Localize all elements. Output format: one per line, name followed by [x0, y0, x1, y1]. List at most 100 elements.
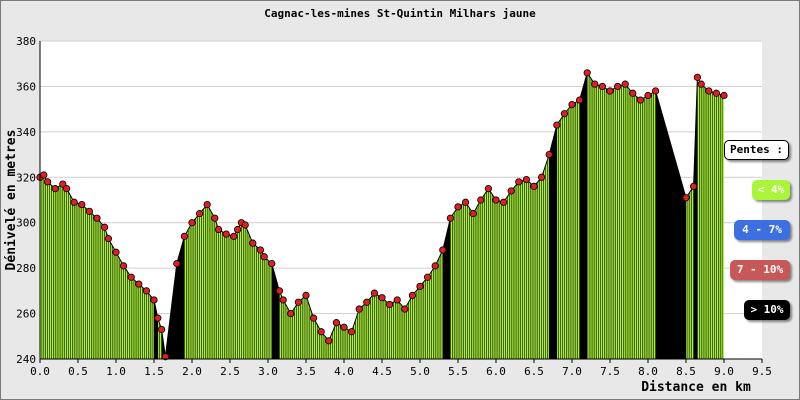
data-point — [583, 69, 591, 77]
legend-entry-7-10: 7 - 10% — [730, 260, 790, 280]
data-point — [51, 185, 59, 193]
data-point — [705, 87, 713, 95]
data-point — [222, 230, 230, 238]
data-point — [378, 294, 386, 302]
data-points — [36, 69, 728, 361]
data-point — [629, 89, 637, 97]
data-point — [196, 210, 204, 218]
data-point — [682, 194, 690, 202]
data-point — [93, 214, 101, 222]
data-point — [101, 223, 109, 231]
data-point — [363, 298, 371, 306]
data-point — [142, 287, 150, 295]
data-point — [294, 298, 302, 306]
elevation-area — [39, 71, 725, 360]
data-point — [211, 214, 219, 222]
data-point — [370, 289, 378, 297]
data-point — [161, 353, 169, 361]
data-point — [188, 219, 196, 227]
data-point — [135, 280, 143, 288]
data-point — [499, 198, 508, 206]
data-point — [70, 198, 78, 206]
data-point — [591, 80, 599, 88]
data-point — [515, 178, 523, 186]
data-point — [416, 282, 424, 290]
data-point — [158, 325, 166, 334]
x-tick-label: 7.0 — [562, 365, 582, 378]
legend-entry-4-7: 4 - 7% — [734, 220, 790, 240]
data-point — [62, 185, 71, 193]
data-point — [522, 175, 531, 184]
data-point — [260, 253, 268, 261]
x-tick-label: 1.0 — [106, 365, 126, 378]
data-point — [317, 328, 325, 336]
data-point — [325, 337, 333, 345]
x-tick-label: 4.0 — [334, 365, 354, 378]
x-tick-label: 4.5 — [372, 365, 392, 378]
data-point — [598, 82, 607, 91]
data-point — [553, 121, 561, 129]
x-tick-label: 6.5 — [524, 365, 544, 378]
data-point — [560, 110, 569, 118]
x-tick-label: 5.5 — [448, 365, 468, 378]
data-point — [575, 96, 584, 104]
data-point — [401, 305, 409, 313]
x-tick-label: 8.5 — [676, 365, 696, 378]
data-point — [347, 328, 356, 336]
x-tick-label: 5.0 — [410, 365, 430, 378]
data-point — [40, 171, 48, 179]
x-tick-label: 0.0 — [30, 365, 50, 378]
data-point — [112, 248, 120, 256]
data-point — [477, 196, 485, 204]
data-point — [59, 180, 67, 188]
data-point — [241, 221, 249, 229]
data-point — [85, 207, 94, 215]
data-point — [537, 173, 546, 181]
data-point — [154, 314, 162, 322]
data-point — [689, 182, 698, 190]
data-point — [439, 246, 447, 254]
data-point — [332, 319, 340, 327]
x-tick-label: 8.0 — [638, 365, 658, 378]
data-point — [606, 87, 614, 95]
x-tick-label: 2.5 — [220, 365, 240, 378]
data-point — [636, 96, 645, 104]
y-tick-label: 340 — [16, 126, 36, 139]
data-point — [78, 200, 86, 209]
data-point — [234, 225, 242, 234]
y-tick-label: 380 — [16, 35, 36, 48]
x-axis-label: Distance en km — [641, 380, 751, 395]
data-point — [275, 287, 283, 295]
data-point — [180, 232, 188, 240]
x-tick-label: 9.0 — [714, 365, 734, 378]
data-point — [712, 89, 721, 97]
data-point — [340, 323, 348, 331]
legend-entry-gt10: > 10% — [744, 300, 790, 320]
data-point — [492, 196, 500, 204]
data-point — [279, 296, 287, 304]
x-tick-label: 2.0 — [182, 365, 202, 378]
legend-title: Pentes : — [724, 140, 789, 160]
data-point — [469, 210, 477, 218]
axes: 240 260 280 300 320 340 360 380 0.0 0.5 1.0 1.5 2.0 2… — [16, 35, 772, 378]
chart-title: Cagnac-les-mines St-Quintin Milhars jaun… — [264, 7, 536, 20]
data-point — [446, 214, 454, 222]
y-tick-label: 320 — [16, 171, 36, 184]
data-point — [461, 198, 470, 206]
data-point — [127, 273, 135, 281]
data-point — [120, 262, 128, 270]
data-point — [104, 235, 113, 243]
y-tick-label: 260 — [16, 308, 36, 321]
x-tick-label: 3.0 — [258, 365, 278, 378]
data-point — [268, 259, 276, 268]
data-point — [309, 314, 318, 322]
data-point — [720, 91, 728, 100]
data-point — [454, 203, 462, 211]
legend-entry-lt4: < 4% — [752, 180, 790, 200]
data-point — [693, 73, 702, 81]
y-tick-label: 300 — [16, 217, 36, 230]
data-point — [393, 296, 401, 304]
data-point — [150, 296, 158, 304]
data-point — [613, 82, 622, 91]
